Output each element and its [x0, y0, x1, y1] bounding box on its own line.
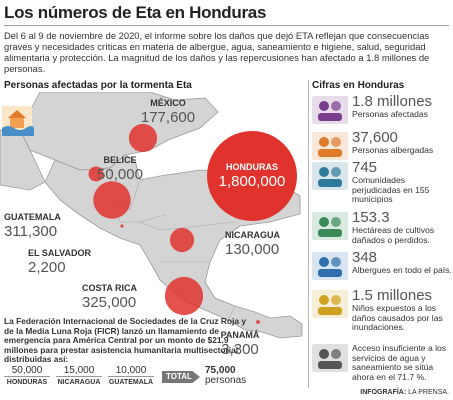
figure-value: 348: [352, 249, 378, 266]
donation-country: GUATEMALA: [108, 379, 154, 386]
donation: 10,000 GUATEMALA: [108, 366, 154, 387]
figure-value: 1.5 millones: [352, 287, 433, 304]
figure-text: Comunidades perjudicadas en 155 municipi…: [352, 175, 430, 205]
country-name: COSTA RICA: [82, 283, 137, 293]
figure-text: Personas afectadas: [352, 109, 428, 119]
icon-shape: [318, 229, 342, 237]
appeal-text: La Federación Internacional de Sociedade…: [4, 316, 247, 365]
figure-text: Albergues en todo el país.: [352, 265, 452, 275]
donation-country: NICARAGUA: [57, 379, 101, 386]
country-value: 177,600: [141, 109, 195, 126]
icon-shape: [331, 101, 341, 111]
divider: [308, 80, 309, 388]
icon-shape: [318, 179, 342, 187]
figure-text: Niños expuestos a los daños causados por…: [352, 303, 443, 333]
icon-shape: [318, 307, 342, 315]
map-title: Personas afectadas por la tormenta Eta: [4, 80, 192, 91]
icon-shape: [319, 217, 329, 227]
donation-amount: 50,000: [4, 366, 50, 377]
title: Los números de Eta en Honduras: [4, 3, 267, 22]
donation-country: HONDURAS: [6, 379, 48, 386]
credit-source: LA PRENSA.: [408, 389, 449, 396]
credit-label: INFOGRAFÍA:: [360, 389, 407, 396]
donation: 15,000 NICARAGUA: [56, 366, 102, 387]
figure-value: 1.8 millones: [352, 93, 433, 110]
donation-amount: 15,000: [56, 366, 102, 377]
donation-amount: 10,000: [108, 366, 154, 377]
country-value: 1,800,000: [219, 173, 286, 190]
icon-shape: [319, 167, 329, 177]
figure-text: Hectáreas de cultivos dañados o perdidos…: [352, 225, 435, 245]
country-value: 311,300: [4, 223, 57, 240]
figure-value: 153.3: [352, 209, 390, 226]
icon-shape: [331, 257, 341, 267]
figures-title: Cifras en Honduras: [312, 80, 405, 91]
country-name: MÉXICO: [150, 98, 186, 108]
credit: INFOGRAFÍA: LA PRENSA.: [360, 389, 449, 396]
icon-shape: [331, 349, 341, 359]
icon-shape: [319, 101, 329, 111]
total-label: TOTAL: [162, 371, 200, 383]
divider: [4, 25, 449, 26]
icon: [312, 290, 348, 318]
country-value: 325,000: [82, 294, 136, 311]
icon: [312, 212, 348, 240]
country-value: 130,000: [225, 241, 279, 258]
figure-value: 745: [352, 159, 378, 176]
country-name: PANAMÁ: [221, 330, 260, 340]
icon: [312, 132, 348, 160]
bubble: [164, 276, 204, 316]
icon: [312, 96, 348, 124]
intro: Del 6 al 9 de noviembre de 2020, el info…: [4, 30, 430, 74]
bubble: [93, 181, 131, 219]
figure-text: Acceso insuficiente a los servicios de a…: [352, 343, 447, 382]
icon-shape: [331, 137, 341, 147]
total-value: 75,000: [205, 365, 236, 376]
country-value: 50,000: [97, 166, 143, 183]
country-name: EL SALVADOR: [28, 248, 92, 258]
country-name: HONDURAS: [226, 162, 278, 172]
icon-shape: [318, 361, 342, 369]
icon-shape: [319, 137, 329, 147]
bubble: [88, 166, 104, 182]
country-name: BELICE: [103, 155, 136, 165]
icon: [312, 252, 348, 280]
icon-shape: [331, 167, 341, 177]
icon-shape: [319, 295, 329, 305]
icon-shape: [318, 269, 342, 277]
bubble: [120, 224, 124, 228]
bubble: [256, 320, 260, 324]
figure-text: Personas albergadas: [352, 145, 434, 155]
bubble: [128, 123, 158, 153]
total: 75,000 personas: [205, 366, 246, 386]
icon-shape: [331, 217, 341, 227]
country-name: NICARAGUA: [225, 230, 280, 240]
country-name: GUATEMALA: [4, 212, 61, 222]
donation: 50,000 HONDURAS: [4, 366, 50, 387]
total-unit: personas: [205, 375, 247, 386]
icon: [312, 162, 348, 190]
bubble: [207, 131, 297, 221]
icon-shape: [318, 149, 342, 157]
icon-shape: [319, 257, 329, 267]
icon-shape: [318, 113, 342, 121]
figure-value: 37,600: [352, 129, 398, 146]
flood-icon: [2, 106, 34, 136]
bubble: [169, 227, 195, 253]
country-value: 3,300: [221, 341, 259, 358]
icon-shape: [319, 349, 329, 359]
icon: [312, 344, 348, 372]
icon-shape: [331, 295, 341, 305]
country-value: 2,200: [28, 259, 66, 276]
